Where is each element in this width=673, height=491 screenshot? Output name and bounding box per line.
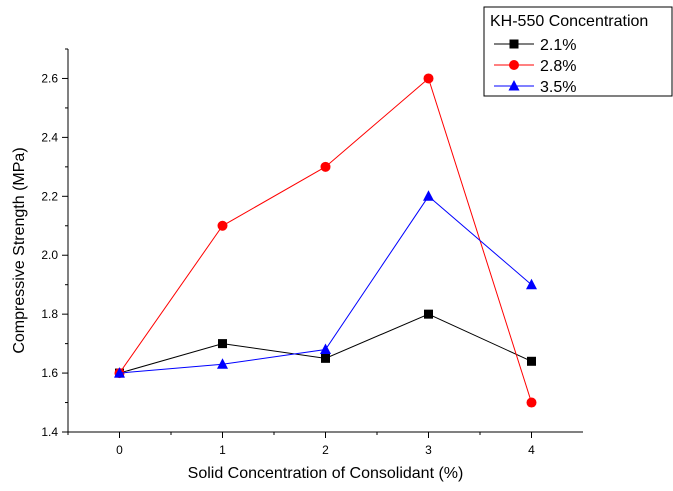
legend-label: 3.5% bbox=[540, 79, 576, 96]
data-point bbox=[423, 73, 434, 84]
y-axis-title: Compressive Strength (MPa) bbox=[11, 147, 28, 353]
data-point bbox=[320, 161, 331, 172]
data-point bbox=[423, 190, 434, 201]
chart-axes: 0 1 2 3 4 1.4 1.6 1.8 2.0 2.2 2.4 2.6 bbox=[41, 48, 583, 457]
legend-swatch-marker bbox=[509, 39, 519, 49]
data-point bbox=[217, 358, 228, 369]
data-point bbox=[114, 367, 125, 378]
data-point bbox=[217, 220, 228, 231]
y-tick-label: 2.2 bbox=[41, 189, 58, 203]
legend-label: 2.8% bbox=[540, 58, 576, 75]
series-layer bbox=[114, 73, 537, 408]
legend-swatch-marker bbox=[508, 80, 520, 91]
legend-label: 2.1% bbox=[540, 37, 576, 54]
y-tick-label: 2.0 bbox=[41, 248, 58, 262]
legend-title: KH-550 Concentration bbox=[490, 13, 648, 30]
legend-swatch-marker bbox=[509, 60, 519, 70]
legend-box bbox=[483, 6, 673, 97]
x-tick-label: 4 bbox=[528, 443, 535, 457]
x-tick-label: 1 bbox=[219, 443, 226, 457]
x-axis-title: Solid Concentration of Consolidant (%) bbox=[188, 465, 464, 482]
y-tick-label: 2.4 bbox=[41, 130, 58, 144]
x-tick-label: 0 bbox=[116, 443, 123, 457]
data-point bbox=[320, 343, 331, 355]
y-tick-label: 1.8 bbox=[41, 307, 58, 321]
legend-item: 2.8% bbox=[494, 58, 576, 75]
series-3 bbox=[114, 190, 537, 378]
series-2 bbox=[114, 73, 537, 408]
data-point bbox=[526, 397, 537, 408]
x-axis-ticks: 0 1 2 3 4 bbox=[67, 432, 535, 457]
y-tick-label: 1.6 bbox=[41, 366, 58, 380]
y-tick-label: 2.6 bbox=[41, 71, 58, 85]
legend-item: 2.1% bbox=[494, 37, 576, 54]
y-axis-ticks: 1.4 1.6 1.8 2.0 2.2 2.4 2.6 bbox=[41, 48, 68, 439]
data-point bbox=[218, 339, 227, 349]
legend-item: 3.5% bbox=[494, 79, 576, 96]
x-tick-label: 3 bbox=[425, 443, 432, 457]
y-tick-label: 1.4 bbox=[41, 425, 58, 439]
data-point bbox=[321, 353, 330, 363]
data-point bbox=[527, 356, 536, 366]
x-tick-label: 2 bbox=[322, 443, 329, 457]
data-point bbox=[526, 278, 537, 290]
legend-items: 2.1% 2.8% 3.5% bbox=[494, 37, 576, 96]
legend: KH-550 Concentration 2.1% 2.8% 3.5% bbox=[483, 6, 673, 97]
data-point bbox=[424, 309, 433, 319]
